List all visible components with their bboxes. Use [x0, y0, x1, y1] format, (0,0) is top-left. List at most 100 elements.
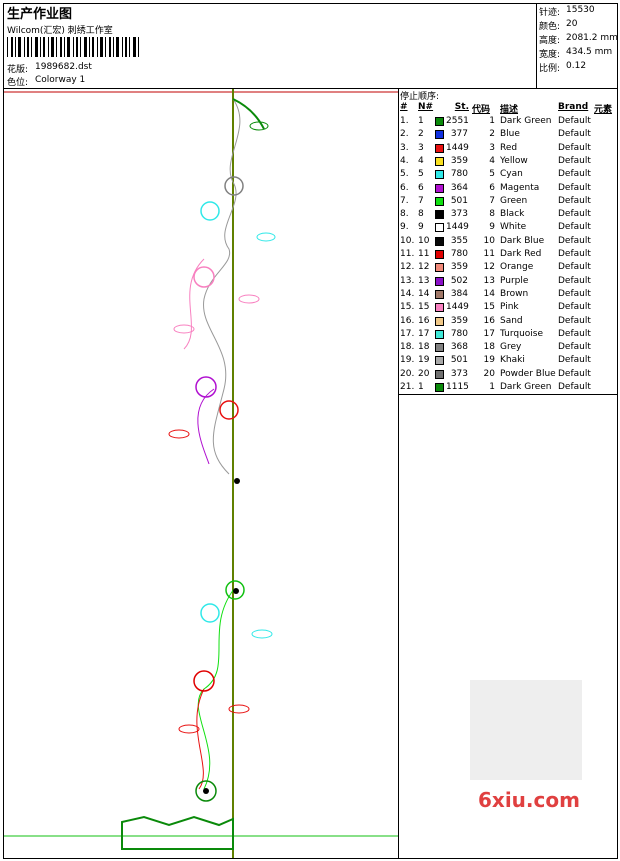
row-brand: Default — [558, 195, 591, 206]
row-desc: Orange — [500, 262, 534, 273]
row-stitches: 359 — [450, 315, 468, 326]
row-desc: Grey — [500, 342, 522, 353]
row-needle: 5 — [418, 169, 424, 180]
row-code: 13 — [483, 275, 495, 286]
divider — [398, 89, 399, 858]
column-header: Brand — [558, 102, 589, 112]
row-stitches: 780 — [450, 169, 468, 180]
row-brand: Default — [558, 288, 591, 299]
row-needle: 1 — [418, 382, 424, 392]
row-stitches: 1449 — [446, 142, 469, 153]
bar — [35, 37, 38, 57]
row-seq: 10. — [400, 235, 415, 246]
row-brand: Default — [558, 169, 591, 180]
row-stitches: 359 — [450, 155, 468, 166]
bar — [122, 37, 123, 57]
color-swatch — [435, 329, 444, 339]
info-value: 2081.2 mm — [566, 33, 618, 43]
bar — [43, 37, 45, 57]
bar — [138, 37, 139, 57]
vine — [197, 388, 215, 465]
row-needle: 10 — [418, 235, 430, 246]
flowers — [193, 176, 245, 802]
info-value: 15530 — [566, 5, 595, 15]
row-desc: Dark Blue — [500, 235, 545, 246]
stop-dot — [233, 588, 239, 594]
bar — [11, 37, 13, 57]
row-stitches: 780 — [450, 328, 468, 339]
bar — [64, 37, 65, 57]
bar — [27, 37, 29, 57]
bar — [129, 37, 130, 57]
row-stitches: 501 — [450, 355, 468, 366]
bar — [15, 37, 16, 57]
color-swatch — [435, 316, 444, 326]
lace-border — [121, 815, 234, 850]
row-needle: 12 — [418, 262, 430, 273]
row-seq: 7. — [400, 195, 409, 206]
bar — [56, 37, 57, 57]
row-stitches: 373 — [450, 209, 468, 220]
row-code: 18 — [483, 342, 495, 353]
row-code: 1 — [489, 116, 495, 126]
row-brand: Default — [558, 382, 591, 392]
row-needle: 18 — [418, 342, 430, 353]
colorway: Colorway 1 — [35, 75, 86, 85]
colorway-label: 色位: — [7, 78, 29, 88]
row-desc: Pink — [500, 302, 519, 313]
row-needle: 4 — [418, 155, 424, 166]
row-seq: 9. — [400, 222, 409, 233]
row-needle: 15 — [418, 302, 430, 313]
row-stitches: 377 — [450, 129, 468, 140]
row-seq: 2. — [400, 129, 409, 140]
row-seq: 15. — [400, 302, 415, 313]
vine — [232, 98, 265, 130]
row-seq: 21. — [400, 382, 415, 392]
color-swatch — [435, 289, 444, 299]
bar — [125, 37, 127, 57]
row-needle: 17 — [418, 328, 430, 339]
row-code: 19 — [483, 355, 495, 366]
row-desc: Brown — [500, 288, 529, 299]
bar — [73, 37, 74, 57]
row-code: 10 — [483, 235, 495, 246]
color-swatch — [435, 196, 444, 206]
column-header: St. — [454, 102, 469, 112]
row-brand: Default — [558, 142, 591, 153]
bar — [60, 37, 62, 57]
row-needle: 16 — [418, 315, 430, 326]
row-brand: Default — [558, 342, 591, 353]
row-seq: 13. — [400, 275, 415, 286]
design-file: 1989682.dst — [35, 62, 92, 72]
row-brand: Default — [558, 129, 591, 140]
column-header: 代码 — [472, 105, 491, 115]
info-value: 0.12 — [566, 61, 587, 71]
design-label: 花版: — [7, 65, 29, 75]
bar — [105, 37, 106, 57]
color-swatch — [435, 170, 444, 180]
row-brand: Default — [558, 302, 591, 313]
info-label: 宽度: — [539, 50, 561, 60]
row-seq: 14. — [400, 288, 415, 299]
row-stitches: 384 — [450, 288, 468, 299]
row-seq: 1. — [400, 116, 409, 126]
bar — [48, 37, 49, 57]
row-code: 11 — [483, 249, 495, 259]
column-header: N# — [418, 102, 434, 112]
row-brand: Default — [558, 182, 591, 193]
color-swatch — [435, 383, 444, 392]
design-preview — [4, 89, 398, 858]
color-swatch — [435, 143, 444, 153]
row-code: 20 — [483, 368, 495, 379]
row-stitches: 501 — [450, 195, 468, 206]
row-desc: White — [500, 222, 527, 233]
row-seq: 16. — [400, 315, 415, 326]
row-desc: Yellow — [500, 155, 528, 166]
row-brand: Default — [558, 368, 591, 379]
row-seq: 3. — [400, 142, 409, 153]
row-code: 4 — [489, 155, 495, 166]
color-swatch — [435, 156, 444, 166]
studio: Wilcom(汇宏) 刺绣工作室 — [7, 26, 113, 36]
bar — [40, 37, 41, 57]
title: 生产作业图 — [7, 7, 73, 22]
